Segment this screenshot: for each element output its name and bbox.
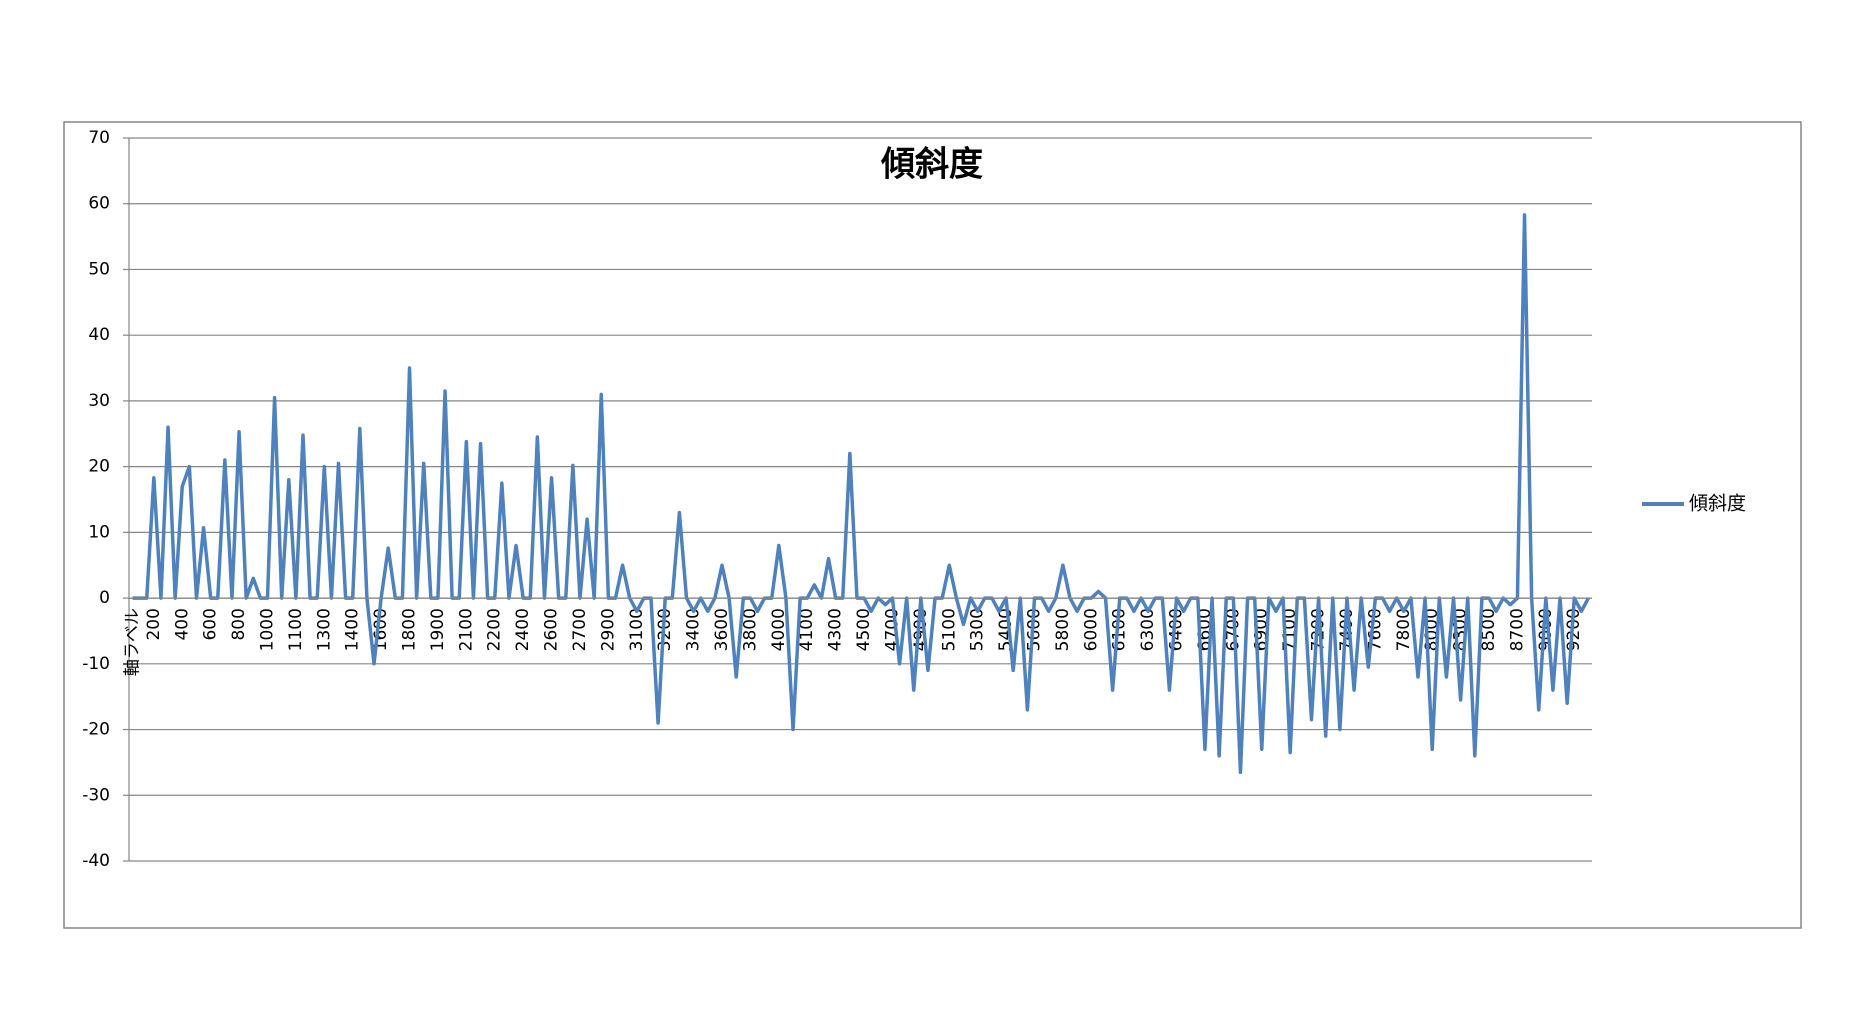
y-tick-label: 20 (88, 457, 110, 477)
y-tick-label: 40 (88, 325, 110, 345)
x-tick-label: 1400 (343, 608, 363, 651)
y-tick-label: 70 (88, 128, 110, 148)
x-tick-label: 1300 (314, 608, 334, 651)
x-tick-label: 2200 (485, 608, 505, 651)
x-tick-label: 3800 (740, 608, 760, 651)
x-tick-label: 8500 (1479, 608, 1499, 651)
x-tick-label: 4000 (769, 608, 789, 651)
chart-title: 傾斜度 (880, 145, 983, 185)
y-tick-label: 30 (88, 391, 110, 411)
x-tick-label: 4100 (797, 608, 817, 651)
x-tick-label: 6000 (1081, 608, 1101, 651)
x-tick-label: 2600 (542, 608, 562, 651)
x-tick-label: 5600 (1024, 608, 1044, 651)
y-tick-label: 10 (88, 522, 110, 542)
y-tick-label: 60 (88, 194, 110, 214)
y-tick-label: -40 (82, 851, 110, 871)
x-tick-label: 9200 (1564, 608, 1584, 651)
y-tick-label: -10 (82, 654, 110, 674)
x-tick-label: 5100 (939, 608, 959, 651)
x-tick-label: 200 (144, 608, 164, 640)
y-tick-label: -20 (82, 720, 110, 740)
y-tick-label: 50 (88, 259, 110, 279)
x-tick-label: 3400 (684, 608, 704, 651)
x-tick-label: 6300 (1138, 608, 1158, 651)
x-tick-label: 600 (201, 608, 221, 640)
chart-frame (63, 121, 1802, 929)
x-tick-label: 4700 (882, 608, 902, 651)
y-tick-label: -30 (82, 785, 110, 805)
x-tick-label: 7800 (1394, 608, 1414, 651)
x-tick-label: 1100 (286, 608, 306, 651)
x-tick-label: 3100 (627, 608, 647, 651)
x-tick-label: 1000 (257, 608, 277, 651)
x-tick-label: 1800 (400, 608, 420, 651)
x-tick-label: 3600 (712, 608, 732, 651)
x-tick-label: 軸ラベル (123, 608, 143, 676)
x-tick-label: 1900 (428, 608, 448, 651)
x-tick-label: 4300 (826, 608, 846, 651)
legend-label: 傾斜度 (1689, 493, 1746, 515)
y-tick-label: 0 (99, 588, 110, 608)
x-tick-label: 2700 (570, 608, 590, 651)
x-tick-label: 5300 (968, 608, 988, 651)
x-tick-label: 1600 (371, 608, 391, 651)
x-tick-label: 3200 (655, 608, 675, 651)
x-tick-label: 400 (172, 608, 192, 640)
x-tick-label: 800 (229, 608, 249, 640)
x-tick-label: 2100 (456, 608, 476, 651)
x-tick-label: 2400 (513, 608, 533, 651)
x-tick-label: 8700 (1507, 608, 1527, 651)
x-tick-label: 2900 (598, 608, 618, 651)
x-tick-label: 5800 (1053, 608, 1073, 651)
x-tick-label: 4500 (854, 608, 874, 651)
